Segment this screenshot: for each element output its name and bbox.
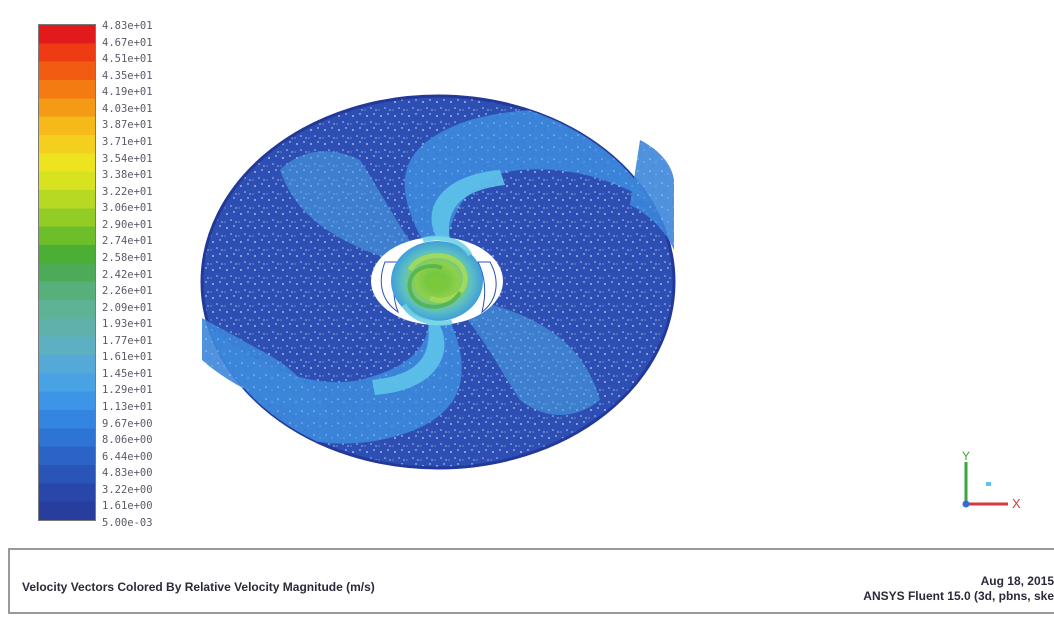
legend-value-label: 4.51e+01 xyxy=(102,53,153,66)
hub-swirl-4 xyxy=(401,303,453,326)
legend-value-label: 9.67e+00 xyxy=(102,417,153,430)
legend-value-label: 4.67e+01 xyxy=(102,36,153,49)
legend-value-label: 3.87e+01 xyxy=(102,119,153,132)
legend-value-label: 1.93e+01 xyxy=(102,318,153,331)
legend-value-label: 4.19e+01 xyxy=(102,86,153,99)
legend-value-label: 2.90e+01 xyxy=(102,218,153,231)
run-info: Aug 18, 2015 ANSYS Fluent 15.0 (3d, pbns… xyxy=(863,574,1054,604)
hub-swirl-2 xyxy=(407,264,462,309)
legend-value-label: 5.00e-03 xyxy=(102,517,153,529)
legend-value-label: 4.35e+01 xyxy=(102,69,153,82)
legend-value-label: 1.61e+00 xyxy=(102,500,153,513)
legend-value-label: 3.38e+01 xyxy=(102,169,153,182)
y-axis-label: Y xyxy=(962,449,970,463)
hub-center xyxy=(428,274,446,292)
legend-value-label: 3.54e+01 xyxy=(102,152,153,165)
legend-value-label: 2.42e+01 xyxy=(102,268,153,281)
colormap-bar xyxy=(38,24,96,521)
legend-value-label: 4.03e+01 xyxy=(102,102,153,115)
z-axis-dot xyxy=(962,500,970,508)
graphics-viewport[interactable]: 4.83e+01 4.67e+01 4.51e+01 4.35e+01 4.19e+01… xyxy=(0,0,1054,545)
colormap-labels: 4.83e+01 4.67e+01 4.51e+01 4.35e+01 4.19e+01… xyxy=(102,18,242,529)
software-version: ANSYS Fluent 15.0 (3d, pbns, ske xyxy=(863,589,1054,603)
legend-value-label: 3.22e+00 xyxy=(102,483,153,496)
flow-arm-upper xyxy=(431,170,505,240)
flow-jet-left xyxy=(280,151,425,270)
legend-value-label: 2.74e+01 xyxy=(102,235,153,248)
legend-value-label: 4.83e+00 xyxy=(102,467,153,480)
axes-triad: Y X xyxy=(962,449,1021,511)
x-axis-label: X xyxy=(1012,496,1021,511)
legend-value-label: 1.77e+01 xyxy=(102,334,153,347)
legend-value-label: 2.09e+01 xyxy=(102,301,153,314)
legend-value-label: 2.26e+01 xyxy=(102,285,153,298)
legend-value-label: 6.44e+00 xyxy=(102,450,153,463)
flow-arm-lower xyxy=(372,322,445,395)
outlet-jet xyxy=(630,140,674,250)
legend-value-label: 3.22e+01 xyxy=(102,185,153,198)
legend-value-label: 1.45e+01 xyxy=(102,367,153,380)
legend-value-label: 4.83e+01 xyxy=(102,20,153,32)
flow-jet-right xyxy=(452,295,600,415)
legend-value-label: 3.06e+01 xyxy=(102,202,153,215)
plot-description: Velocity Vectors Colored By Relative Vel… xyxy=(22,580,375,594)
run-date: Aug 18, 2015 xyxy=(980,574,1054,588)
inlet-jet xyxy=(202,318,330,420)
hub-swirl-3 xyxy=(422,235,473,257)
legend-value-label: 1.13e+01 xyxy=(102,401,153,414)
colormap-legend: 4.83e+01 4.67e+01 4.51e+01 4.35e+01 4.19e+01… xyxy=(38,20,238,529)
hub-swirl-1 xyxy=(407,253,468,303)
legend-value-label: 3.71e+01 xyxy=(102,135,153,148)
triad-marker xyxy=(986,482,991,486)
legend-value-label: 1.61e+01 xyxy=(102,351,153,364)
impeller-vector-plot xyxy=(200,94,676,470)
legend-value-label: 1.29e+01 xyxy=(102,384,153,397)
legend-value-label: 2.58e+01 xyxy=(102,251,153,264)
legend-value-label: 8.06e+00 xyxy=(102,434,153,447)
info-panel: Velocity Vectors Colored By Relative Vel… xyxy=(8,548,1054,614)
